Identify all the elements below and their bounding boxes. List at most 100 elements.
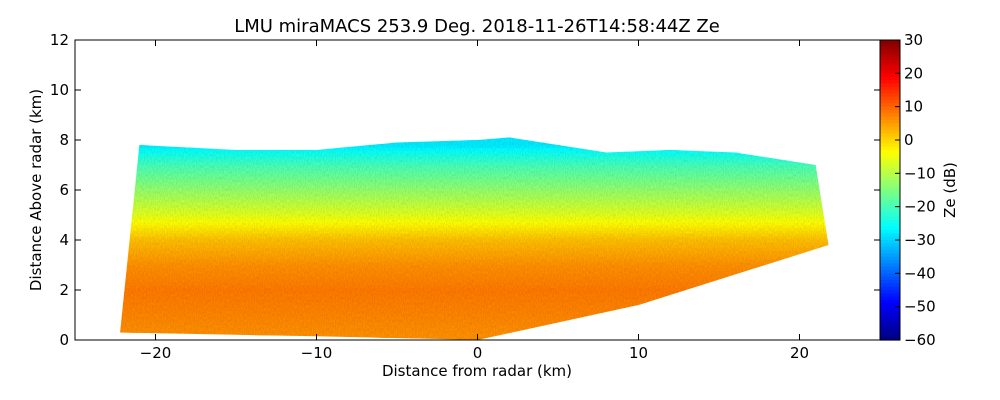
colorbar-segment [880,296,900,301]
colorbar-segment [880,83,900,88]
y-tick-label: 12 [50,31,69,49]
colorbar-segment [880,233,900,238]
colorbar-segment [880,70,900,74]
x-tick-label: 20 [790,344,809,362]
x-axis-ticks: −20 −10 0 10 20 [140,40,809,362]
colorbar-segment [880,120,900,124]
colorbar-segment [880,143,900,148]
colorbar: 30 20 10 0 −10 −20 −30 −40 −50 −60 [879,31,936,349]
colorbar-segment [880,133,900,138]
colorbar-segment [880,203,900,208]
colorbar-segment [880,310,900,314]
colorbar-tick-label: −20 [904,198,936,216]
colorbar-segment [880,213,900,218]
colorbar-segment [880,250,900,254]
y-tick-label: 4 [59,231,69,249]
x-tick-label: 0 [473,344,483,362]
colorbar-tick-label: −10 [904,164,936,182]
colorbar-segment [880,76,900,81]
colorbar-segment [880,276,900,281]
colorbar-segment [880,223,900,228]
y-axis-label: Distance Above radar (km) [27,89,45,291]
plot-area: −20 −10 0 10 20 0 2 4 6 8 10 12 [50,31,881,362]
colorbar-segment [880,63,900,68]
colorbar-segment [880,86,900,91]
colorbar-frame [879,39,901,341]
colorbar-segment [880,330,900,334]
y-tick-label: 10 [50,81,69,99]
colorbar-segment [880,170,900,174]
colorbar-segment [880,43,900,48]
colorbar-segment [880,56,900,61]
colorbar-segment [880,93,900,98]
colorbar-segment [880,46,900,51]
colorbar-segment [880,153,900,158]
colorbar-tick-label: −30 [904,231,936,249]
colorbar-tick-label: −60 [904,331,936,349]
colorbar-tick-label: −50 [904,298,936,316]
colorbar-segment [880,90,900,94]
colorbar-segment [880,176,900,181]
colorbar-segment [880,80,900,84]
colorbar-segment [880,243,900,248]
colorbar-segment [880,210,900,214]
colorbar-segment [880,200,900,204]
colorbar-segment [880,216,900,221]
colorbar-segment [880,193,900,198]
colorbar-segment [880,103,900,108]
colorbar-segment [880,260,900,264]
colorbar-segment [880,116,900,121]
colorbar-segment [880,126,900,131]
colorbar-segment [880,236,900,241]
colorbar-segment [880,150,900,154]
colorbar-segment [880,283,900,288]
colorbar-segment [880,206,900,211]
echo-field [120,137,829,340]
colorbar-segment [880,183,900,188]
y-tick-label: 8 [59,131,69,149]
colorbar-segment [880,50,900,54]
colorbar-segment [880,270,900,274]
colorbar-segment [880,163,900,168]
colorbar-segment [880,196,900,201]
x-tick-label: −20 [140,344,172,362]
x-axis-label: Distance from radar (km) [382,362,572,380]
colorbar-segment [880,190,900,194]
colorbar-tick-label: −40 [904,264,936,282]
x-tick-label: −10 [301,344,333,362]
colorbar-segment [880,130,900,134]
y-tick-label: 0 [59,331,69,349]
colorbar-segment [880,53,900,58]
colorbar-segment [880,300,900,304]
x-tick-label: 10 [629,344,648,362]
colorbar-segment [880,166,900,171]
colorbar-segment [880,323,900,328]
colorbar-segment [880,333,900,338]
colorbar-segment [880,123,900,128]
colorbar-segment [880,320,900,324]
colorbar-segment [880,253,900,258]
colorbar-segment [880,326,900,331]
colorbar-segment [880,316,900,321]
colorbar-segment [880,156,900,161]
colorbar-segment [880,160,900,164]
colorbar-label: Ze (dB) [941,162,959,218]
colorbar-segment [880,106,900,111]
colorbar-segment [880,110,900,114]
colorbar-segment [880,313,900,318]
colorbar-segment [880,303,900,308]
colorbar-segment [880,226,900,231]
colorbar-segment [880,40,900,44]
colorbar-segment [880,60,900,64]
colorbar-tick-label: 20 [904,64,923,82]
colorbar-segment [880,263,900,268]
colorbar-segment [880,280,900,284]
colorbar-segment [880,113,900,118]
y-tick-label: 2 [59,281,69,299]
y-tick-label: 6 [59,181,69,199]
colorbar-segment [880,306,900,311]
colorbar-segment [880,146,900,151]
colorbar-segment [880,136,900,141]
colorbar-segment [880,336,900,341]
